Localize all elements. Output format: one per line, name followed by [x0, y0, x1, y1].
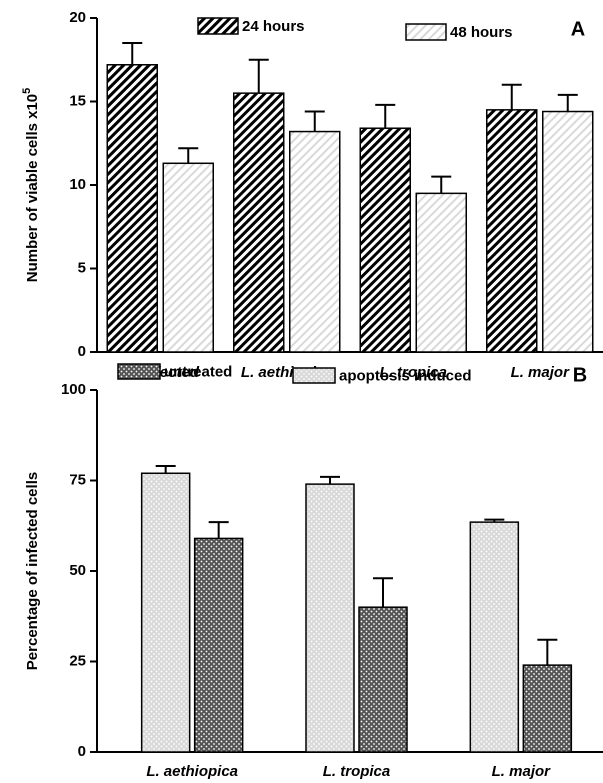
bar	[358, 606, 408, 753]
y-tick-label: 50	[69, 562, 86, 579]
bar	[193, 537, 244, 753]
x-tick-label: L. aethiopica	[146, 763, 238, 780]
bar	[415, 192, 467, 353]
bar	[233, 92, 285, 353]
legend-swatch	[292, 367, 336, 384]
y-tick-label: 100	[61, 381, 86, 398]
legend-swatch	[117, 363, 161, 380]
x-tick-label: L. tropica	[379, 364, 447, 381]
x-tick-label: L. tropica	[323, 763, 391, 780]
legend-label: untreated	[164, 363, 232, 380]
y-tick-label: 25	[69, 652, 86, 669]
legend-label: 48 hours	[450, 24, 513, 41]
y-axis-label: Percentage of infected cells	[24, 472, 41, 670]
bar	[542, 110, 594, 353]
x-tick-label: L. major	[492, 763, 552, 780]
y-axis-label-exponent: 5	[21, 88, 33, 94]
bar	[469, 521, 520, 753]
y-tick-label: 15	[69, 92, 86, 109]
x-tick-label: L. major	[511, 364, 571, 381]
bar	[522, 664, 573, 753]
bar	[289, 130, 341, 353]
bar	[359, 127, 411, 353]
legend-label: apoptosis induced	[339, 367, 472, 384]
bar	[162, 162, 214, 353]
bar	[140, 472, 191, 753]
y-tick-label: 0	[78, 343, 86, 360]
y-tick-label: 5	[78, 259, 86, 276]
panel-label: A	[571, 18, 585, 40]
legend-label: 24 hours	[242, 18, 305, 35]
bar	[305, 483, 355, 753]
y-tick-label: 0	[78, 743, 86, 760]
y-tick-label: 10	[69, 176, 86, 193]
y-axis-label-text: Number of viable cells x10	[24, 94, 41, 282]
y-tick-label: 75	[69, 471, 86, 488]
y-tick-label: 20	[69, 9, 86, 26]
legend-swatch	[405, 23, 447, 41]
y-axis-label-text: Percentage of infected cells	[24, 472, 41, 670]
panel-label: B	[573, 364, 587, 386]
bar	[486, 109, 538, 353]
y-axis-label: Number of viable cells x105	[21, 88, 41, 283]
bar	[106, 64, 158, 353]
legend-swatch	[197, 17, 239, 35]
